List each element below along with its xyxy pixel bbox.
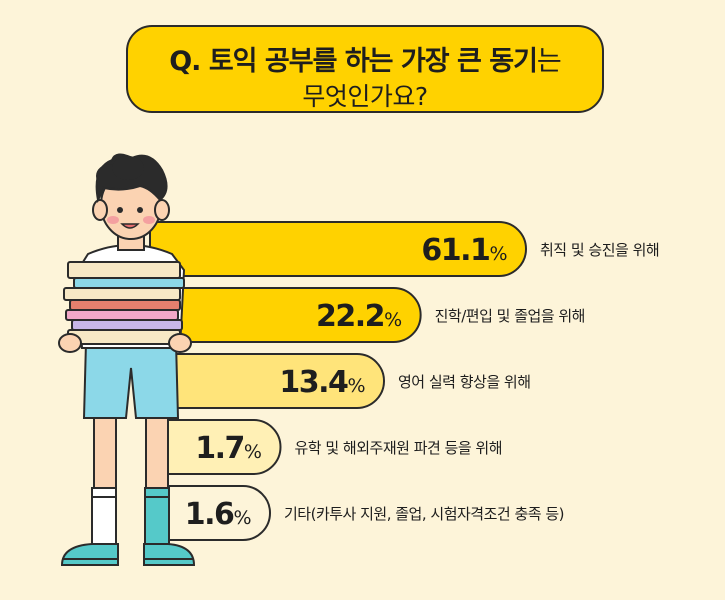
bar-5 [149, 485, 271, 541]
book-stack [63, 261, 185, 345]
title-line2: 무엇인가요? [302, 82, 428, 111]
value-label-3: 13.4% [279, 365, 364, 400]
category-label-4: 유학 및 해외주재원 파견 등을 위해 [294, 439, 502, 457]
bar-4 [149, 419, 282, 475]
right-shoe [143, 543, 196, 566]
right-cheek [143, 216, 155, 224]
right-hand [168, 333, 192, 353]
left-eye [117, 207, 123, 213]
value-label-4: 1.7% [195, 431, 261, 466]
value-label-2: 22.2% [316, 299, 401, 334]
right-leg [145, 409, 169, 499]
bar-2 [149, 287, 422, 343]
title-line1: Q. 토익 공부를 하는 가장 큰 동기는 [128, 39, 602, 78]
value-label-5: 1.6% [185, 497, 251, 532]
category-label-1: 취직 및 승진을 위해 [540, 241, 659, 259]
bars-layer [149, 221, 527, 541]
left-shoe [60, 543, 119, 566]
value-label-1: 61.1% [421, 233, 506, 268]
left-ear [92, 199, 108, 221]
right-ear [154, 199, 170, 221]
category-label-5: 기타(카투사 지원, 졸업, 시험자격조건 충족 등) [284, 505, 564, 523]
title-question-prefix: Q. 토익 공부를 하는 가장 큰 동기 [169, 46, 538, 77]
title-question-suffix: 는 [536, 46, 562, 77]
bar-3 [149, 353, 386, 409]
shorts [82, 341, 180, 419]
student-illustration [58, 153, 196, 566]
left-hand [58, 333, 82, 353]
left-cheek [107, 216, 119, 224]
category-label-2: 진학/편입 및 졸업을 위해 [435, 307, 585, 325]
title-box: Q. 토익 공부를 하는 가장 큰 동기는 무엇인가요? [126, 25, 604, 113]
category-label-3: 영어 실력 향상을 위해 [398, 373, 531, 391]
labels-layer: 61.1% 취직 및 승진을 위해 22.2% 진학/편입 및 졸업을 위해 13.4%… [185, 233, 660, 532]
mouth [120, 223, 140, 229]
right-eye [137, 207, 143, 213]
left-leg [93, 409, 117, 499]
bar-1 [149, 221, 527, 277]
